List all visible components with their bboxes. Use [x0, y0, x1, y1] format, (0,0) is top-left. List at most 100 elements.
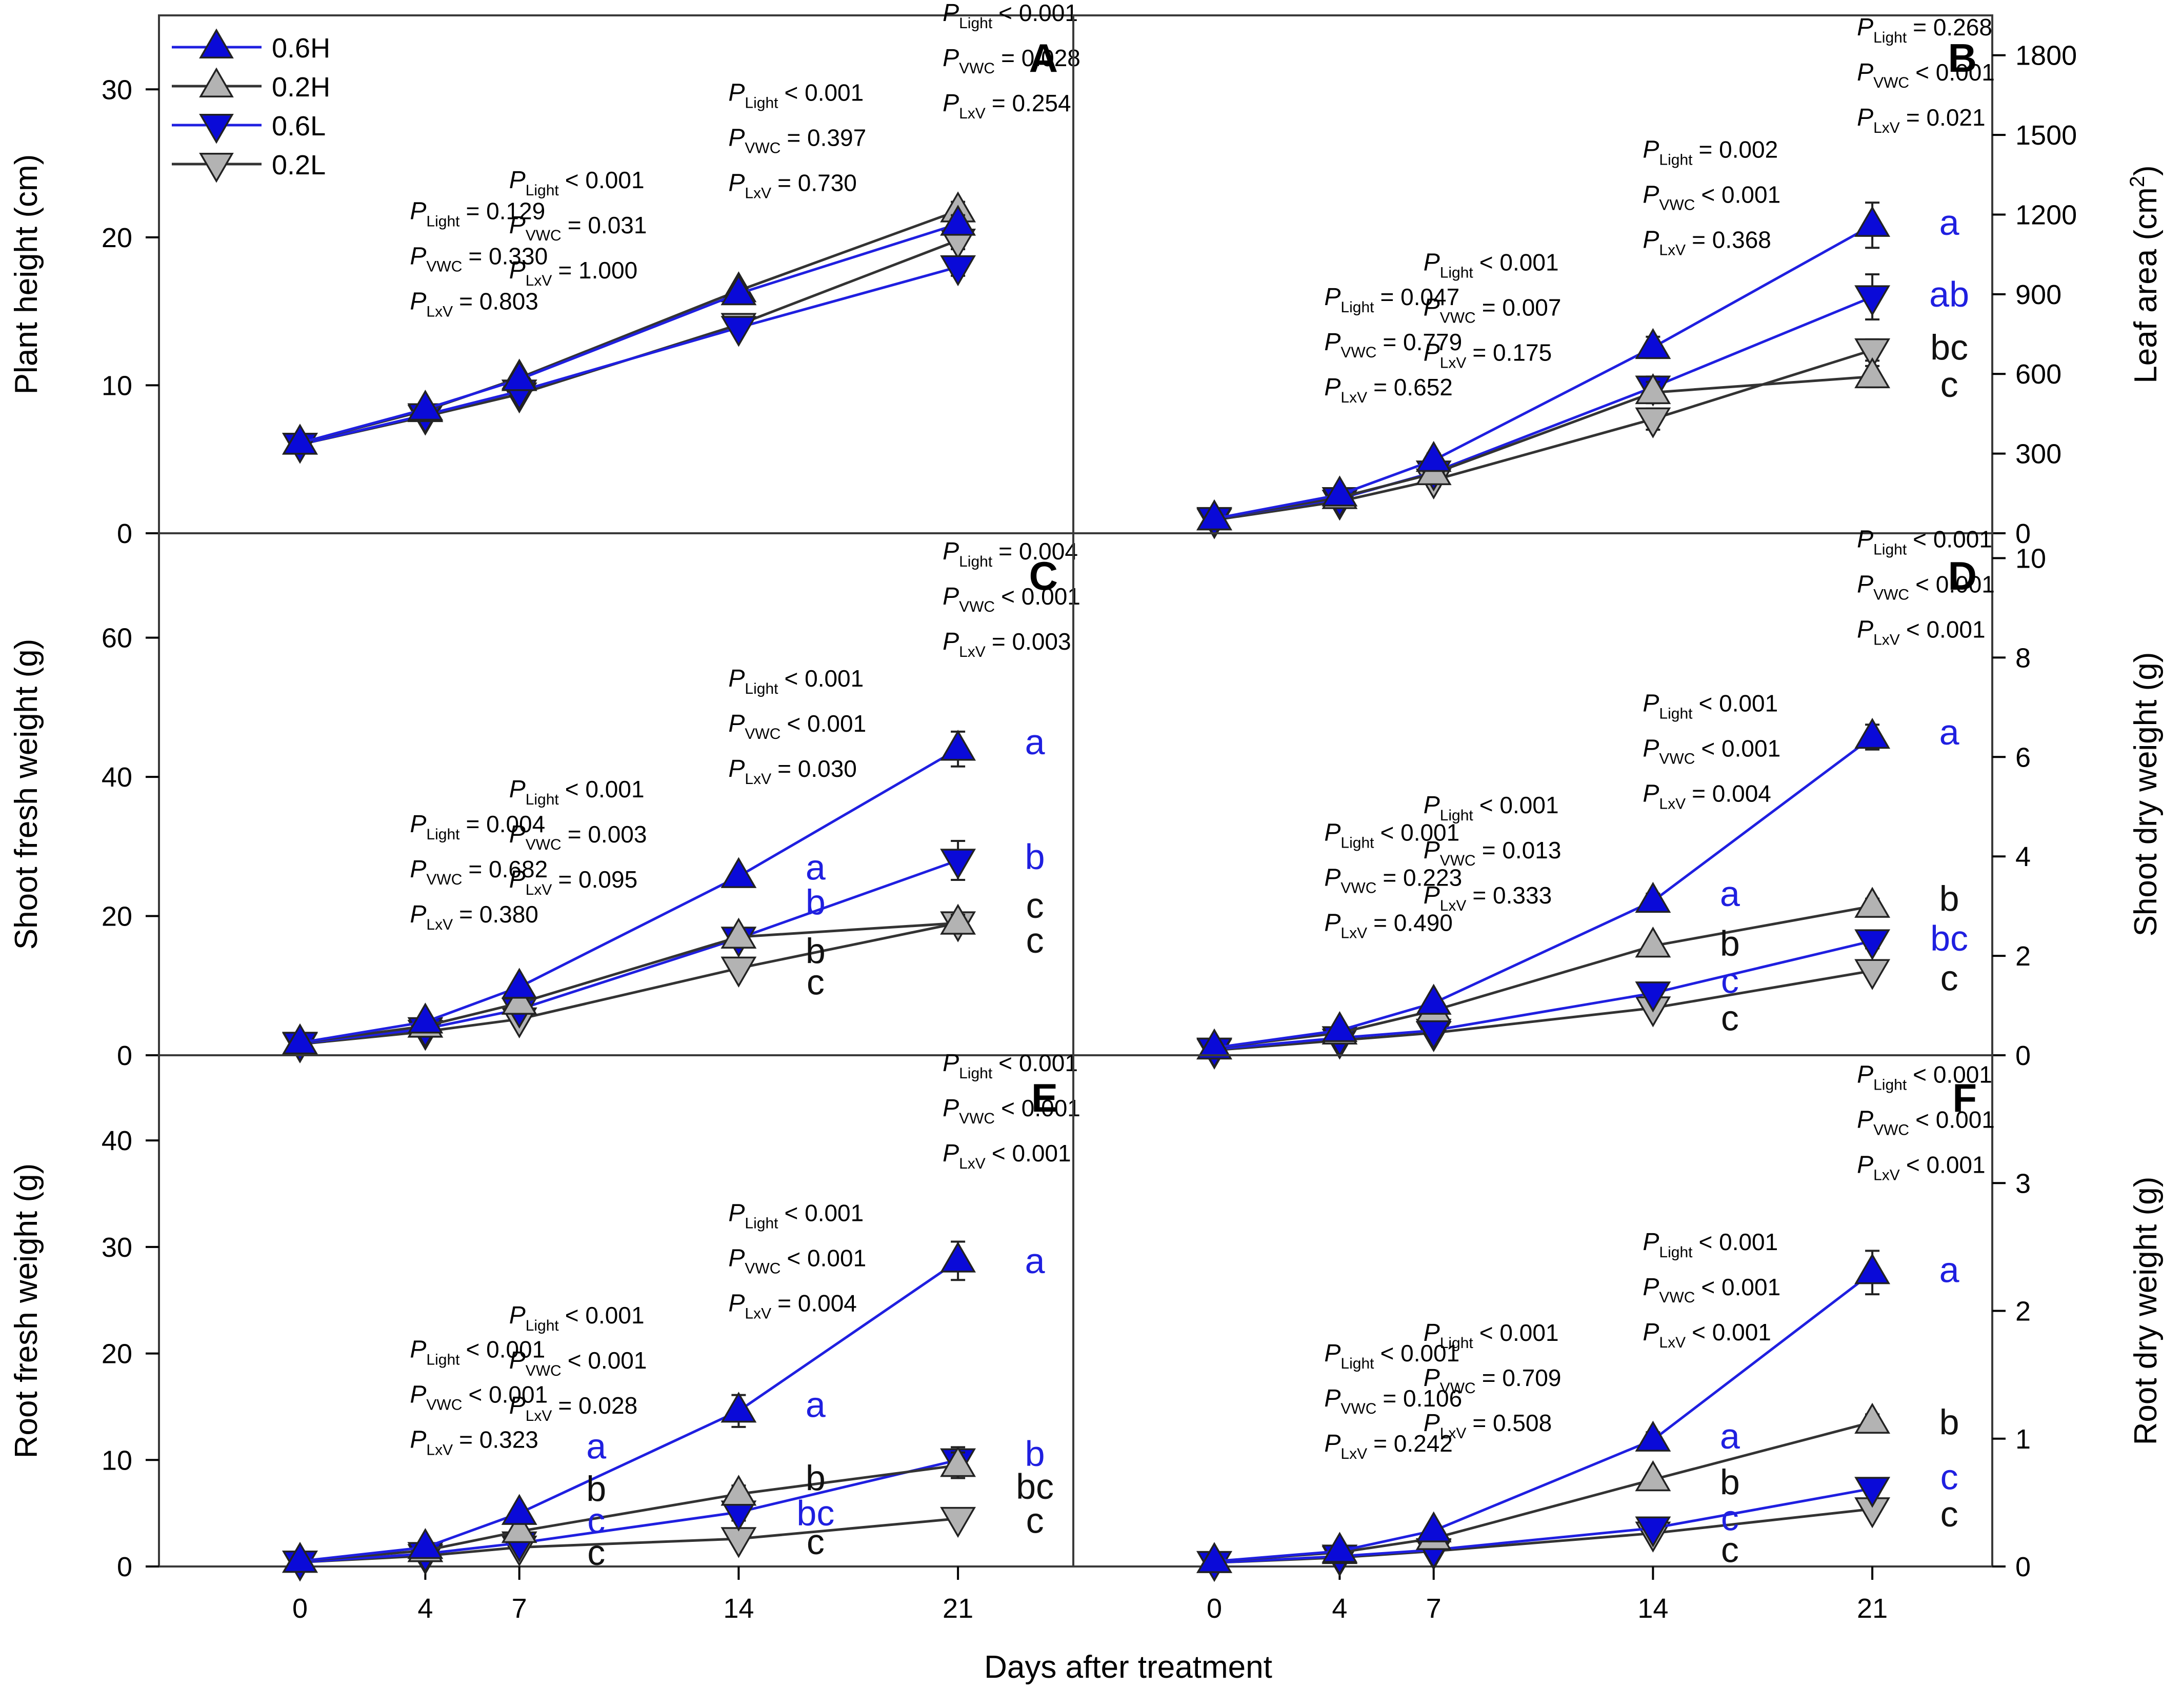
stat-lxv-p: P	[943, 90, 959, 117]
stat-vwc-subscript: VWC	[745, 140, 780, 157]
stat-vwc-value: = 0.013	[1482, 837, 1562, 863]
stat-vwc-value: < 0.001	[1915, 1107, 1995, 1133]
significance-letter: c	[1940, 1494, 1958, 1534]
stat-vwc: PVWC < 0.001	[1857, 571, 1995, 604]
stat-light: PLight < 0.001	[1643, 690, 1778, 722]
stat-lxv-value: = 1.000	[558, 257, 637, 284]
y-tick-label: 60	[102, 623, 132, 654]
legend-marker	[199, 153, 234, 183]
stat-light-value: = 0.129	[466, 198, 545, 225]
y-tick-label: 40	[102, 762, 132, 793]
y-tick-label: 30	[102, 74, 132, 105]
stat-vwc: PVWC = 0.779	[1324, 329, 1462, 361]
stat-lxv-subscript: LxV	[426, 1442, 453, 1459]
significance-letter: a	[806, 1384, 826, 1424]
stat-lxv-value: = 0.803	[459, 288, 538, 315]
stat-vwc-p: P	[509, 1347, 526, 1374]
stat-vwc: PVWC = 0.106	[1324, 1385, 1462, 1417]
x-tick-label: 0	[1207, 1593, 1222, 1624]
data-point	[1854, 959, 1891, 990]
stat-lxv-subscript: LxV	[745, 771, 771, 788]
stat-vwc-p: P	[410, 856, 426, 883]
series-0.6H	[282, 205, 976, 455]
y-axis-title: Plant height (cm)	[9, 154, 44, 395]
legend-label: 0.6L	[272, 111, 326, 142]
stat-light-subscript: Light	[1873, 29, 1907, 46]
data-point	[720, 917, 757, 949]
y-tick-label: 0	[2015, 1552, 2031, 1582]
series-0.2H	[282, 1446, 976, 1573]
stat-vwc-value: < 0.001	[1001, 583, 1080, 610]
significance-letter: a	[1939, 203, 1959, 243]
stat-light-subscript: Light	[526, 182, 559, 199]
stat-lxv-value: = 0.030	[777, 755, 857, 782]
stat-light-subscript: Light	[526, 791, 559, 808]
stat-lxv-p: P	[1857, 616, 1873, 644]
stat-lxv: PLxV = 0.368	[1643, 226, 1771, 258]
significance-letter: bc	[1930, 918, 1968, 958]
series-0.2H	[1196, 357, 1891, 531]
stat-light-subscript: Light	[1440, 807, 1474, 824]
stat-lxv-subscript: LxV	[1873, 119, 1900, 136]
stat-vwc-value: = 0.007	[1482, 294, 1562, 321]
data-point	[940, 255, 976, 287]
stat-vwc-p: P	[1857, 571, 1873, 598]
panel-letter: F	[1952, 1075, 1977, 1120]
stat-light: PLight < 0.001	[1643, 1229, 1778, 1261]
stat-lxv: PLxV < 0.001	[1643, 1319, 1771, 1351]
series-line	[1214, 1420, 1873, 1563]
stat-light-p: P	[1324, 819, 1340, 847]
data-point	[501, 968, 537, 999]
stat-lxv-p: P	[1324, 910, 1340, 937]
stat-light-p: P	[1643, 690, 1659, 717]
series-0.6H	[282, 1240, 976, 1573]
stat-light-value: = 0.002	[1698, 136, 1778, 163]
data-point	[1854, 1477, 1891, 1508]
stat-light-subscript: Light	[1873, 1077, 1907, 1094]
stat-lxv-subscript: LxV	[745, 185, 771, 202]
stat-lxv-value: = 0.021	[1906, 104, 1986, 131]
legend-item-0.6L: 0.6L	[172, 111, 326, 144]
stat-vwc: PVWC < 0.001	[728, 1245, 866, 1277]
stat-lxv: PLxV = 0.490	[1324, 910, 1452, 942]
y-axis-title-main: Root dry weight (g)	[2128, 1177, 2164, 1445]
stat-lxv-value: = 0.323	[459, 1426, 538, 1453]
stat-light-p: P	[1324, 284, 1340, 311]
stat-light: PLight < 0.001	[728, 79, 864, 112]
x-tick-label: 0	[292, 1593, 308, 1624]
significance-letter: c	[587, 1533, 605, 1573]
stat-lxv-value: = 0.254	[992, 90, 1071, 116]
data-point	[407, 1528, 444, 1559]
stat-lxv: PLxV = 0.380	[410, 901, 538, 933]
series-0.6H	[1196, 1250, 1891, 1573]
stat-lxv-subscript: LxV	[1659, 795, 1686, 812]
stat-vwc-p: P	[1324, 1385, 1340, 1412]
stat-vwc-value: = 0.779	[1383, 329, 1462, 355]
stat-light-p: P	[728, 1200, 745, 1227]
series-0.2L	[282, 1506, 976, 1582]
stat-lxv-value: < 0.001	[1906, 1152, 1986, 1178]
stat-light-p: P	[728, 665, 745, 692]
data-point	[501, 983, 537, 1015]
stat-light: PLight < 0.001	[509, 1302, 645, 1334]
stat-lxv-subscript: LxV	[1440, 355, 1467, 372]
data-point	[940, 903, 976, 935]
data-point	[720, 1475, 757, 1506]
stat-light-p: P	[943, 0, 959, 27]
stat-light-value: < 0.001	[565, 167, 645, 193]
stat-vwc-value: = 0.223	[1383, 865, 1462, 891]
stat-light: PLight = 0.268	[1857, 14, 1992, 46]
significance-letter: c	[1026, 1501, 1044, 1541]
stat-light-value: < 0.001	[565, 776, 645, 802]
stat-vwc: PVWC = 0.013	[1424, 837, 1562, 869]
stat-lxv: PLxV = 0.323	[410, 1426, 538, 1459]
stat-vwc: PVWC = 0.223	[1324, 865, 1462, 897]
series-0.2L	[1196, 338, 1891, 539]
stat-lxv-p: P	[410, 288, 426, 315]
stat-lxv-p: P	[1424, 1410, 1440, 1437]
stat-light-subscript: Light	[959, 553, 993, 570]
